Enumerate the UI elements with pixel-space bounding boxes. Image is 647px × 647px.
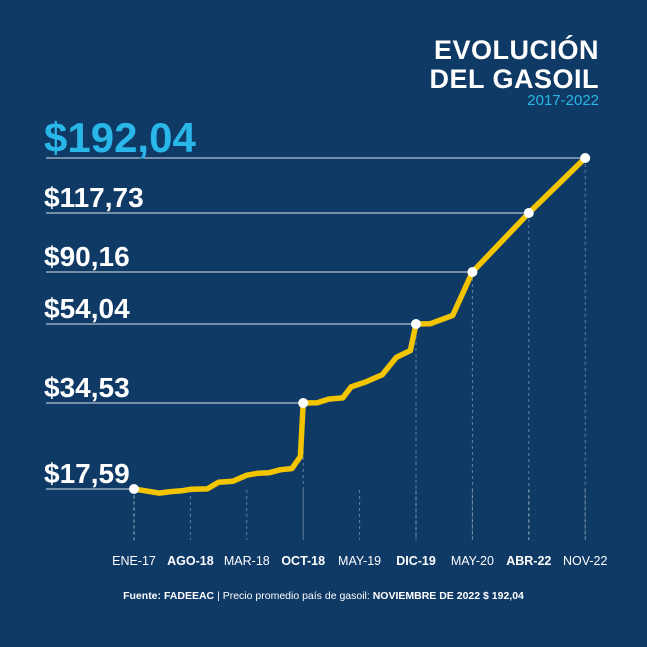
value-label: $34,53: [44, 372, 130, 403]
x-tick-label: MAR-18: [224, 554, 270, 568]
data-point-marker: [467, 267, 478, 277]
value-label: $90,16: [44, 241, 130, 272]
title-line-2: DEL GASOIL: [429, 64, 599, 94]
chart-title: EVOLUCIÓN DEL GASOIL: [429, 36, 599, 94]
value-label: $17,59: [44, 458, 130, 489]
x-tick-label: DIC-19: [396, 554, 436, 568]
footer-separator: |: [217, 590, 223, 602]
footer-description: Precio promedio país de gasoil:: [222, 590, 373, 602]
x-tick-label: OCT-18: [281, 554, 325, 568]
data-point-marker: [298, 398, 309, 408]
series-line: [131, 155, 588, 496]
source-footer: Fuente: FADEEAC | Precio promedio país d…: [0, 590, 647, 602]
data-point-marker: [411, 319, 421, 329]
x-tick-label: ABR-22: [506, 554, 551, 568]
chart-subtitle: 2017-2022: [527, 92, 599, 109]
data-point-marker: [523, 208, 534, 218]
data-point-marker: [129, 484, 139, 494]
x-tick-label: MAY-19: [338, 554, 381, 568]
footer-source: FADEEAC: [163, 590, 215, 602]
footer-highlight: NOVIEMBRE DE 2022 $ 192,04: [372, 590, 524, 602]
x-tick-label: MAY-20: [451, 554, 494, 568]
data-point-marker: [580, 153, 591, 163]
x-tick-label: ENE-17: [112, 554, 156, 568]
value-label: $192,04: [44, 114, 196, 161]
x-tick-label: NOV-22: [563, 554, 608, 568]
value-label: $117,73: [44, 182, 144, 213]
footer-label: Fuente:: [123, 590, 162, 602]
x-tick-label: AGO-18: [167, 554, 214, 568]
title-line-1: EVOLUCIÓN: [433, 35, 599, 65]
value-label: $54,04: [44, 293, 130, 324]
